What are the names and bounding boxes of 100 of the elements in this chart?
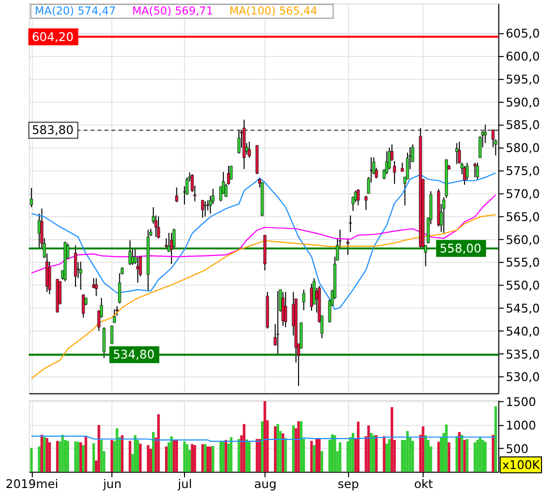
bar xyxy=(372,435,376,472)
candlestick xyxy=(157,216,160,239)
bar xyxy=(56,440,59,472)
bar xyxy=(460,434,464,472)
bar xyxy=(338,442,342,472)
bar xyxy=(422,426,424,472)
bar xyxy=(401,440,404,472)
x-tick-label: jul xyxy=(176,477,192,492)
bar xyxy=(274,426,277,472)
bar xyxy=(152,432,155,472)
y-tick-label: 600,0 xyxy=(506,50,540,64)
text: MA(20) 574,47 xyxy=(34,4,116,18)
bar xyxy=(66,440,70,472)
bar xyxy=(201,444,204,472)
candlestick xyxy=(79,261,82,290)
bar xyxy=(300,421,302,472)
bar xyxy=(256,439,258,472)
bar xyxy=(222,440,225,472)
y-tick-label: 550,0 xyxy=(506,278,540,293)
candlestick xyxy=(348,214,352,232)
candlestick xyxy=(201,199,204,218)
bar xyxy=(260,421,264,472)
candlestick xyxy=(237,129,240,154)
bar xyxy=(312,445,316,472)
candlestick xyxy=(473,162,476,178)
bar xyxy=(334,435,336,472)
bar xyxy=(157,414,160,472)
bar xyxy=(282,433,284,472)
bar xyxy=(165,446,168,472)
bar xyxy=(183,441,186,472)
candlestick xyxy=(175,187,178,203)
y-tick-label: 535,0 xyxy=(506,347,540,362)
y-tick-label: 605,0 xyxy=(506,26,540,41)
bar xyxy=(209,446,212,472)
bar xyxy=(61,434,64,472)
candlestick xyxy=(116,306,119,316)
bar xyxy=(43,437,46,472)
bar xyxy=(292,425,295,472)
bar xyxy=(170,436,173,472)
bar xyxy=(448,442,450,472)
bar xyxy=(284,438,287,472)
candlestick xyxy=(82,294,85,318)
bar xyxy=(30,448,33,472)
bar xyxy=(110,440,114,472)
text: MA(50) 569,71 xyxy=(132,4,214,18)
candlestick xyxy=(204,200,207,217)
bar xyxy=(248,442,251,472)
bar xyxy=(245,439,248,472)
bar xyxy=(494,406,497,472)
candlestick xyxy=(74,244,78,288)
bar xyxy=(100,440,103,472)
bar xyxy=(258,439,261,472)
bar xyxy=(315,438,318,472)
x-tick-label: sep xyxy=(338,477,359,492)
bar xyxy=(230,437,232,472)
bar xyxy=(242,424,246,472)
candlestick xyxy=(94,278,98,297)
bar xyxy=(48,442,51,472)
bar xyxy=(38,446,41,472)
bar xyxy=(492,434,494,472)
bar xyxy=(367,425,370,472)
bar xyxy=(76,442,80,472)
bar xyxy=(149,448,152,472)
candlestick xyxy=(346,238,350,256)
bar xyxy=(139,444,142,472)
bar xyxy=(346,441,350,472)
bar xyxy=(474,442,476,472)
ref-line-label: 558,00 xyxy=(440,241,482,256)
candlestick xyxy=(284,291,288,328)
x-tick-label: okt xyxy=(414,477,434,492)
bar xyxy=(238,439,240,472)
candlestick xyxy=(248,141,251,158)
ref-line-label: 583,80 xyxy=(32,123,74,138)
bar xyxy=(98,424,100,472)
bar xyxy=(297,421,300,472)
candlestick xyxy=(455,142,458,165)
candlestick xyxy=(388,147,391,170)
bar xyxy=(92,443,95,472)
y-tick-label: 570,0 xyxy=(506,186,540,201)
candlestick xyxy=(484,124,487,144)
bar xyxy=(186,444,188,472)
x-tick-label: 2019mei xyxy=(6,477,58,492)
bar xyxy=(219,441,222,472)
bar xyxy=(455,436,458,472)
x-tick-label: jun xyxy=(102,477,122,492)
y-tick-label: 1500 xyxy=(506,395,536,410)
y-tick-label: 555,0 xyxy=(506,256,540,270)
bar xyxy=(172,439,176,472)
bar xyxy=(212,446,214,472)
bar xyxy=(116,428,118,472)
candlestick xyxy=(136,256,140,284)
bar xyxy=(375,435,378,472)
y-tick-label: 580,0 xyxy=(506,141,540,156)
bar xyxy=(224,440,228,472)
bar xyxy=(40,434,44,472)
line-series xyxy=(30,194,496,274)
bar xyxy=(206,446,210,472)
bar xyxy=(310,440,313,472)
candlestick xyxy=(276,290,280,356)
bar xyxy=(466,439,468,472)
